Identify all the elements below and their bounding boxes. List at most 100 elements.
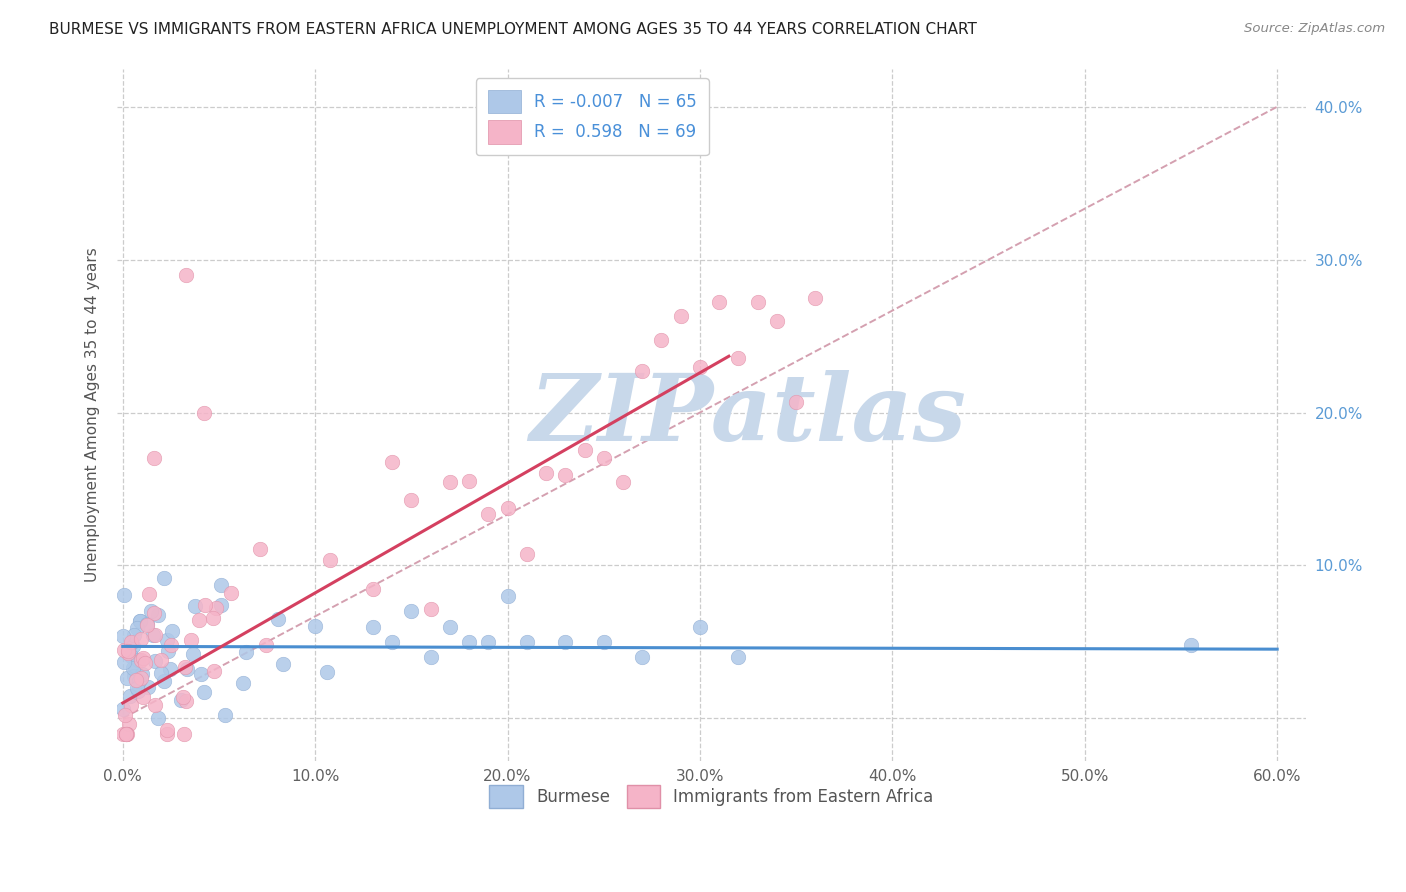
Point bbox=[477, 507, 499, 521]
Point bbox=[169, 693, 191, 707]
Point bbox=[184, 599, 207, 613]
Point bbox=[115, 726, 138, 740]
Point bbox=[125, 673, 148, 687]
Point bbox=[361, 582, 384, 596]
Point bbox=[267, 612, 290, 626]
Point bbox=[534, 467, 557, 481]
Point bbox=[131, 667, 153, 681]
Point bbox=[153, 674, 176, 689]
Point bbox=[131, 650, 153, 665]
Point bbox=[129, 653, 152, 667]
Point bbox=[173, 660, 195, 674]
Point bbox=[516, 547, 538, 561]
Point bbox=[132, 690, 155, 704]
Point bbox=[304, 619, 326, 633]
Point bbox=[128, 614, 150, 628]
Point bbox=[156, 726, 179, 740]
Point bbox=[631, 650, 654, 665]
Point bbox=[381, 635, 404, 649]
Point bbox=[650, 333, 672, 347]
Point bbox=[381, 455, 404, 469]
Point bbox=[120, 635, 142, 649]
Point bbox=[112, 656, 135, 670]
Point bbox=[160, 624, 183, 639]
Point bbox=[111, 629, 134, 643]
Point bbox=[271, 657, 294, 672]
Point bbox=[401, 493, 423, 508]
Point bbox=[120, 636, 142, 650]
Point bbox=[143, 654, 166, 668]
Legend: Burmese, Immigrants from Eastern Africa: Burmese, Immigrants from Eastern Africa bbox=[482, 778, 941, 815]
Point bbox=[117, 647, 139, 661]
Point bbox=[181, 648, 204, 662]
Point bbox=[516, 635, 538, 649]
Point bbox=[157, 644, 180, 658]
Point bbox=[174, 268, 197, 282]
Point bbox=[235, 644, 257, 658]
Point bbox=[172, 690, 194, 705]
Point bbox=[142, 628, 165, 642]
Point bbox=[138, 587, 160, 601]
Point bbox=[143, 606, 166, 620]
Text: BURMESE VS IMMIGRANTS FROM EASTERN AFRICA UNEMPLOYMENT AMONG AGES 35 TO 44 YEARS: BURMESE VS IMMIGRANTS FROM EASTERN AFRIC… bbox=[49, 22, 977, 37]
Point bbox=[138, 680, 160, 694]
Point bbox=[439, 619, 461, 633]
Point bbox=[160, 638, 183, 652]
Point bbox=[193, 685, 215, 699]
Point bbox=[173, 726, 195, 740]
Point bbox=[249, 542, 271, 557]
Point bbox=[156, 632, 179, 647]
Point bbox=[128, 674, 150, 689]
Point bbox=[127, 684, 149, 698]
Point bbox=[156, 723, 179, 737]
Point bbox=[153, 571, 176, 585]
Point bbox=[127, 681, 149, 695]
Point bbox=[120, 649, 142, 664]
Point bbox=[254, 638, 277, 652]
Point bbox=[176, 662, 198, 676]
Y-axis label: Unemployment Among Ages 35 to 44 years: Unemployment Among Ages 35 to 44 years bbox=[86, 247, 100, 582]
Point bbox=[125, 621, 148, 635]
Point bbox=[477, 635, 499, 649]
Point bbox=[205, 601, 228, 615]
Point bbox=[115, 671, 138, 685]
Point bbox=[496, 501, 519, 516]
Point bbox=[202, 611, 225, 625]
Point bbox=[554, 468, 576, 483]
Point bbox=[361, 619, 384, 633]
Point bbox=[747, 295, 769, 310]
Point bbox=[190, 667, 212, 681]
Point bbox=[136, 617, 159, 632]
Point bbox=[689, 619, 711, 633]
Point bbox=[1180, 638, 1202, 652]
Point bbox=[194, 598, 217, 612]
Point bbox=[127, 653, 149, 667]
Point bbox=[122, 627, 145, 641]
Point bbox=[129, 632, 152, 647]
Point bbox=[612, 475, 634, 489]
Point bbox=[121, 660, 143, 674]
Point bbox=[150, 652, 173, 666]
Point bbox=[209, 578, 232, 592]
Point bbox=[128, 614, 150, 628]
Point bbox=[727, 351, 749, 366]
Point bbox=[120, 698, 142, 712]
Point bbox=[115, 726, 138, 740]
Point bbox=[232, 676, 254, 690]
Point bbox=[115, 726, 138, 740]
Point bbox=[149, 665, 172, 680]
Point bbox=[120, 690, 142, 704]
Point bbox=[112, 643, 135, 657]
Text: Source: ZipAtlas.com: Source: ZipAtlas.com bbox=[1244, 22, 1385, 36]
Point bbox=[112, 726, 135, 740]
Point bbox=[142, 451, 165, 466]
Point bbox=[136, 617, 159, 632]
Point bbox=[458, 635, 481, 649]
Point bbox=[193, 405, 215, 419]
Point bbox=[689, 359, 711, 374]
Point bbox=[146, 711, 169, 725]
Point bbox=[631, 364, 654, 378]
Point bbox=[785, 394, 807, 409]
Point bbox=[122, 669, 145, 683]
Point bbox=[159, 662, 181, 676]
